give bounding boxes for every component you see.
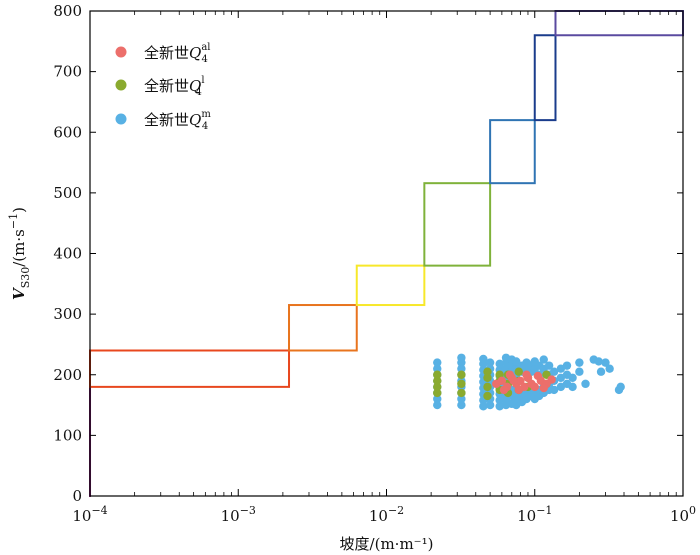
data-point-s2-104 xyxy=(575,358,584,367)
y-tick-label-7: 700 xyxy=(53,63,82,81)
data-point-s1-8 xyxy=(483,382,492,392)
data-point-s0-12 xyxy=(514,385,523,395)
data-point-s2-0 xyxy=(433,400,442,410)
data-point-s2-94 xyxy=(549,367,559,376)
vs30-bound-box-1 xyxy=(89,349,291,388)
data-point-s1-7 xyxy=(483,391,492,401)
data-point-s2-87 xyxy=(539,355,548,364)
data-point-s2-9 xyxy=(457,394,466,404)
data-point-s0-1 xyxy=(497,376,507,386)
legend-label-2: 全新世Qm 4 xyxy=(144,109,211,132)
data-point-s2-108 xyxy=(596,367,606,376)
data-point-s2-101 xyxy=(568,382,577,392)
legend-marker-0 xyxy=(115,46,127,58)
x-tick-label-3: 10−1 xyxy=(517,504,552,525)
vs30-bound-box-7 xyxy=(554,10,684,37)
data-point-s0-5 xyxy=(516,376,525,386)
x-tick-label-4: 100 xyxy=(670,504,696,525)
x-axis-ticks: 10−4 10−3 10−2 10−1 100 xyxy=(72,11,696,525)
data-point-s2-7 xyxy=(433,358,442,367)
legend-label-1: 全新世Ql 4 xyxy=(144,75,205,98)
data-point-s1-19 xyxy=(514,367,523,376)
data-point-s2-1 xyxy=(433,394,442,404)
scatter-points-layer xyxy=(433,353,625,411)
data-point-s1-2 xyxy=(433,376,442,386)
data-point-s2-110 xyxy=(605,364,614,373)
data-point-s1-1 xyxy=(433,382,442,392)
data-point-s2-26 xyxy=(485,400,495,410)
data-point-s2-17 xyxy=(479,402,488,411)
legend-marker-2 xyxy=(115,113,127,125)
data-point-s2-62 xyxy=(512,357,521,366)
data-point-s2-14 xyxy=(457,364,466,373)
data-point-s0-18 xyxy=(547,375,556,384)
data-point-s2-6 xyxy=(433,364,442,373)
x-tick-label-2: 10−2 xyxy=(369,504,404,525)
data-point-s2-92 xyxy=(549,385,559,395)
data-point-s1-10 xyxy=(483,367,492,376)
data-point-s2-8 xyxy=(457,400,466,410)
data-point-s2-91 xyxy=(544,361,554,370)
data-point-s2-112 xyxy=(616,382,625,392)
x-tick-label-0: 10−4 xyxy=(72,504,107,525)
data-point-s2-102 xyxy=(568,373,577,382)
data-point-s2-25 xyxy=(479,354,488,364)
legend: 全新世Qal 4 全新世Ql 4 全新世Qm 4 xyxy=(115,42,211,132)
y-tick-label-3: 300 xyxy=(53,305,82,323)
data-point-s0-19 xyxy=(533,371,543,381)
y-tick-label-4: 400 xyxy=(53,245,82,263)
data-point-s2-34 xyxy=(495,402,504,411)
legend-label-0: 全新世Qal 4 xyxy=(144,42,211,65)
data-point-s2-107 xyxy=(594,357,603,366)
y-tick-label-2: 200 xyxy=(53,366,82,384)
data-point-s2-33 xyxy=(485,358,495,367)
data-point-s0-17 xyxy=(539,383,548,393)
data-point-s1-9 xyxy=(483,373,492,382)
data-point-s1-6 xyxy=(457,370,466,379)
legend-marker-1 xyxy=(115,79,127,91)
data-point-s0-15 xyxy=(499,385,509,395)
data-point-s2-105 xyxy=(581,379,590,389)
y-axis-ticks: 0 100 200 300 400 500 600 700 800 xyxy=(53,2,683,505)
data-point-s0-13 xyxy=(522,370,531,379)
data-point-s0-16 xyxy=(509,376,518,386)
vs30-bound-box-5 xyxy=(489,119,536,185)
y-tick-label-8: 800 xyxy=(53,2,82,20)
data-point-s0-11 xyxy=(505,370,515,379)
data-point-s2-35 xyxy=(495,396,504,405)
vs30-bound-box-3 xyxy=(355,264,426,307)
data-point-s1-0 xyxy=(433,388,442,398)
vs30-bound-box-2 xyxy=(288,304,358,352)
y-tick-label-1: 100 xyxy=(53,426,82,444)
data-point-s1-3 xyxy=(433,370,442,379)
y-tick-label-0: 0 xyxy=(72,487,82,505)
data-point-s2-16 xyxy=(457,353,466,362)
data-point-s2-41 xyxy=(495,359,504,369)
vs30-bound-box-4 xyxy=(423,182,492,267)
data-point-s2-100 xyxy=(562,361,572,370)
x-tick-label-1: 10−3 xyxy=(221,504,256,525)
y-tick-label-5: 500 xyxy=(53,184,82,202)
vs30-bound-box-6 xyxy=(533,34,557,122)
data-point-s0-14 xyxy=(530,382,539,392)
y-axis-label: VS30/(m·s−1) xyxy=(7,207,32,300)
data-point-s2-109 xyxy=(601,358,610,367)
data-point-s2-103 xyxy=(575,367,584,376)
data-point-s1-5 xyxy=(457,379,466,389)
data-point-s1-4 xyxy=(457,388,466,398)
y-tick-label-6: 600 xyxy=(53,123,82,141)
x-axis-label: 坡度/(m·m⁻¹) xyxy=(340,535,434,553)
